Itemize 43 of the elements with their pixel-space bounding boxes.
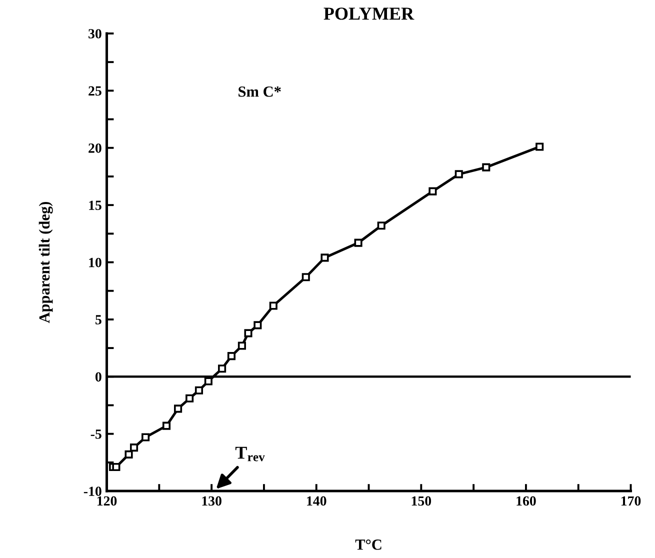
point <box>218 364 226 373</box>
y-tick-label: 25 <box>88 86 102 96</box>
x-tick-label: 130 <box>202 496 222 506</box>
point <box>238 342 246 350</box>
y-tick-label: 0 <box>95 372 102 382</box>
point <box>204 377 212 386</box>
point <box>302 273 310 282</box>
y-tick-label: -10 <box>84 486 102 496</box>
point <box>482 163 490 172</box>
point <box>454 170 463 178</box>
y-tick-label: 5 <box>96 315 102 324</box>
point <box>194 386 204 394</box>
point <box>124 450 133 458</box>
y-tick-label: 10 <box>89 258 102 268</box>
annotation: Sm C* <box>238 86 281 97</box>
annotation: T$_{rev}$ <box>235 446 265 462</box>
point <box>227 352 236 360</box>
y-tick-label: 15 <box>89 200 102 210</box>
x-tick-label: 140 <box>307 496 326 506</box>
point <box>162 422 171 430</box>
chart-title: POLYMER <box>324 8 414 20</box>
point <box>254 321 262 330</box>
y-tick-label: 30 <box>88 29 102 38</box>
point <box>130 444 138 452</box>
point <box>354 238 362 247</box>
point <box>536 142 544 151</box>
x-tick-label: 160 <box>516 496 536 506</box>
point <box>142 433 150 442</box>
point <box>174 404 182 413</box>
y-tick-label: -5 <box>90 430 102 439</box>
x-axis-title: T°C <box>355 539 382 550</box>
point <box>428 187 437 196</box>
point <box>244 329 252 338</box>
y-axis-title: Apparent tilt (deg) <box>38 202 53 324</box>
x-tick-label: 150 <box>412 496 432 506</box>
x-tick-label: 170 <box>621 496 641 506</box>
point <box>186 394 194 402</box>
y-tick-label: 20 <box>88 143 102 153</box>
x-tick-label: 120 <box>97 496 117 506</box>
point <box>320 254 329 262</box>
point <box>112 462 120 472</box>
point <box>377 222 386 230</box>
point <box>269 302 278 310</box>
